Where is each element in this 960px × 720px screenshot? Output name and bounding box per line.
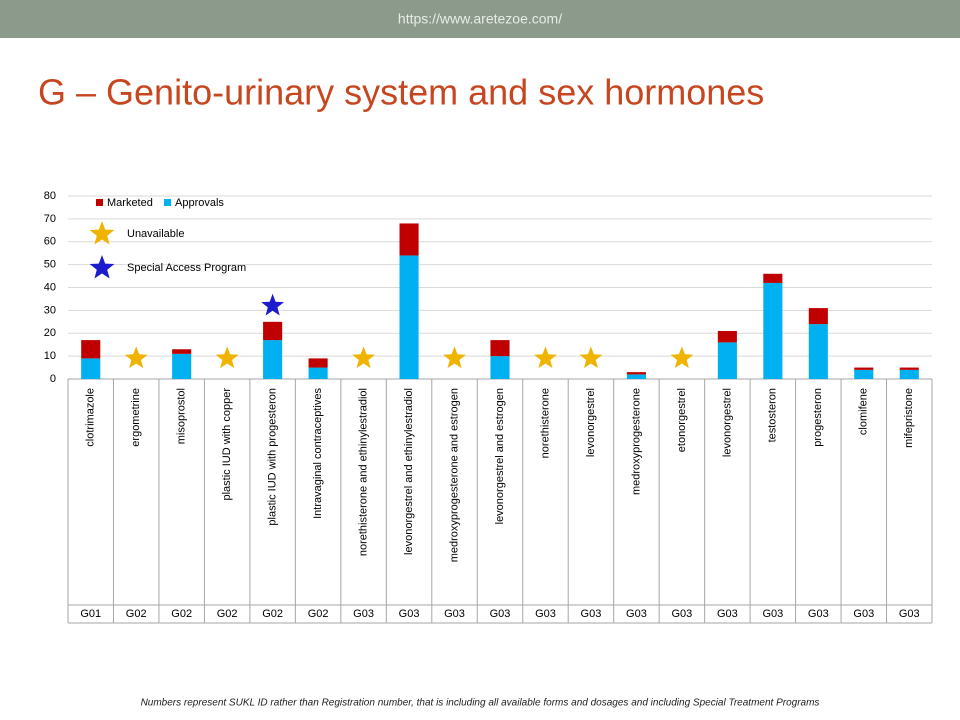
header-bar bbox=[0, 0, 960, 38]
x-tick-label: Intravaginal contraceptives bbox=[312, 388, 324, 519]
star-marker bbox=[352, 346, 375, 369]
group-label: G03 bbox=[808, 608, 829, 620]
x-tick-label: clomifene bbox=[858, 388, 870, 435]
group-label: G02 bbox=[217, 608, 238, 620]
group-label: G03 bbox=[399, 608, 420, 620]
group-label: G02 bbox=[262, 608, 283, 620]
bar-segment bbox=[763, 273, 783, 283]
x-tick-label: misoprostol bbox=[176, 388, 188, 444]
url: https://www.aretezoe.com/ bbox=[398, 11, 562, 27]
x-tick-label: levonorgestrel bbox=[585, 388, 597, 457]
y-tick-label: 80 bbox=[44, 190, 56, 202]
bar-segment bbox=[172, 349, 192, 354]
y-tick-label: 60 bbox=[44, 236, 56, 248]
group-label: G01 bbox=[80, 608, 101, 620]
bar-segment bbox=[854, 369, 874, 379]
bar-segment bbox=[808, 324, 828, 379]
bar-segment bbox=[399, 255, 419, 379]
star-marker bbox=[670, 346, 694, 369]
legend-star bbox=[89, 221, 115, 245]
group-label: G02 bbox=[308, 608, 329, 620]
y-tick-label: 40 bbox=[44, 281, 56, 293]
x-tick-label: medroxyprogesterone and estrogen bbox=[448, 388, 460, 562]
bar-segment bbox=[308, 367, 328, 379]
x-tick-label: ergometrine bbox=[130, 388, 142, 447]
bar-segment bbox=[490, 340, 510, 357]
bar-segment bbox=[899, 367, 919, 370]
group-label: G03 bbox=[490, 608, 511, 620]
footnote: Numbers represent SUKL ID rather than Re… bbox=[141, 698, 820, 709]
y-tick-label: 50 bbox=[44, 259, 56, 271]
bar-segment bbox=[399, 223, 419, 256]
y-tick-label: 30 bbox=[44, 304, 56, 316]
y-tick-label: 10 bbox=[44, 350, 56, 362]
group-label: G03 bbox=[717, 608, 738, 620]
y-tick-label: 20 bbox=[44, 327, 56, 339]
legend-label: Approvals bbox=[175, 197, 224, 209]
group-label: G02 bbox=[171, 608, 192, 620]
group-label: G03 bbox=[535, 608, 556, 620]
group-label: G03 bbox=[762, 608, 783, 620]
star-marker bbox=[443, 346, 466, 369]
group-label: G03 bbox=[626, 608, 647, 620]
bar-segment bbox=[626, 374, 646, 379]
x-tick-label: etonorgestrel bbox=[676, 388, 688, 452]
x-tick-label: testosteron bbox=[767, 388, 779, 442]
legend-label: Unavailable bbox=[127, 228, 184, 240]
x-tick-label: levonorgestrel bbox=[721, 388, 733, 457]
x-tick-label: plastic IUD with progesteron bbox=[267, 388, 279, 526]
x-tick-label: progesteron bbox=[812, 388, 824, 447]
bar-segment bbox=[717, 330, 737, 343]
bar-segment bbox=[308, 358, 328, 368]
legend-label: Special Access Program bbox=[127, 262, 246, 274]
bar-segment bbox=[263, 340, 283, 379]
y-tick-label: 70 bbox=[44, 213, 56, 225]
group-label: G03 bbox=[853, 608, 874, 620]
x-tick-label: mifepristone bbox=[903, 388, 915, 448]
bar-segment bbox=[854, 367, 874, 370]
legend-swatch bbox=[164, 199, 171, 206]
x-tick-label: norethisterone bbox=[539, 388, 551, 458]
group-label: G03 bbox=[444, 608, 465, 620]
bar-segment bbox=[263, 321, 283, 341]
x-tick-label: clotrimazole bbox=[85, 388, 97, 447]
bar-segment bbox=[81, 340, 101, 359]
bar-segment bbox=[81, 358, 101, 379]
x-tick-label: plastic IUD with copper bbox=[221, 388, 233, 501]
x-tick-label: medroxyprogesterone bbox=[630, 388, 642, 495]
bar-segment bbox=[763, 282, 783, 379]
bar-segment bbox=[899, 369, 919, 379]
star-marker bbox=[124, 346, 148, 369]
bar-segment bbox=[626, 372, 646, 375]
x-tick-label: levonorgestrel and ethinylestradiol bbox=[403, 388, 415, 555]
x-tick-label: levonorgestrel and estrogen bbox=[494, 388, 506, 524]
group-label: G02 bbox=[126, 608, 147, 620]
bar-segment bbox=[172, 353, 192, 379]
group-label: G03 bbox=[899, 608, 920, 620]
bar-segment bbox=[808, 308, 828, 325]
star-marker bbox=[215, 346, 239, 369]
bar-segment bbox=[490, 356, 510, 379]
legend-star bbox=[89, 255, 115, 279]
group-label: G03 bbox=[671, 608, 692, 620]
star-marker bbox=[261, 293, 284, 316]
star-marker bbox=[534, 346, 557, 369]
group-label: G03 bbox=[353, 608, 374, 620]
legend-swatch bbox=[96, 199, 103, 206]
group-label: G03 bbox=[581, 608, 602, 620]
x-tick-label: norethisterone and ethinylestradiol bbox=[357, 388, 369, 556]
bar-segment bbox=[717, 342, 737, 379]
chart-title: G – Genito-urinary system and sex hormon… bbox=[38, 72, 764, 113]
legend-label: Marketed bbox=[107, 197, 153, 209]
star-marker bbox=[579, 346, 603, 369]
y-tick-label: 0 bbox=[50, 373, 56, 385]
